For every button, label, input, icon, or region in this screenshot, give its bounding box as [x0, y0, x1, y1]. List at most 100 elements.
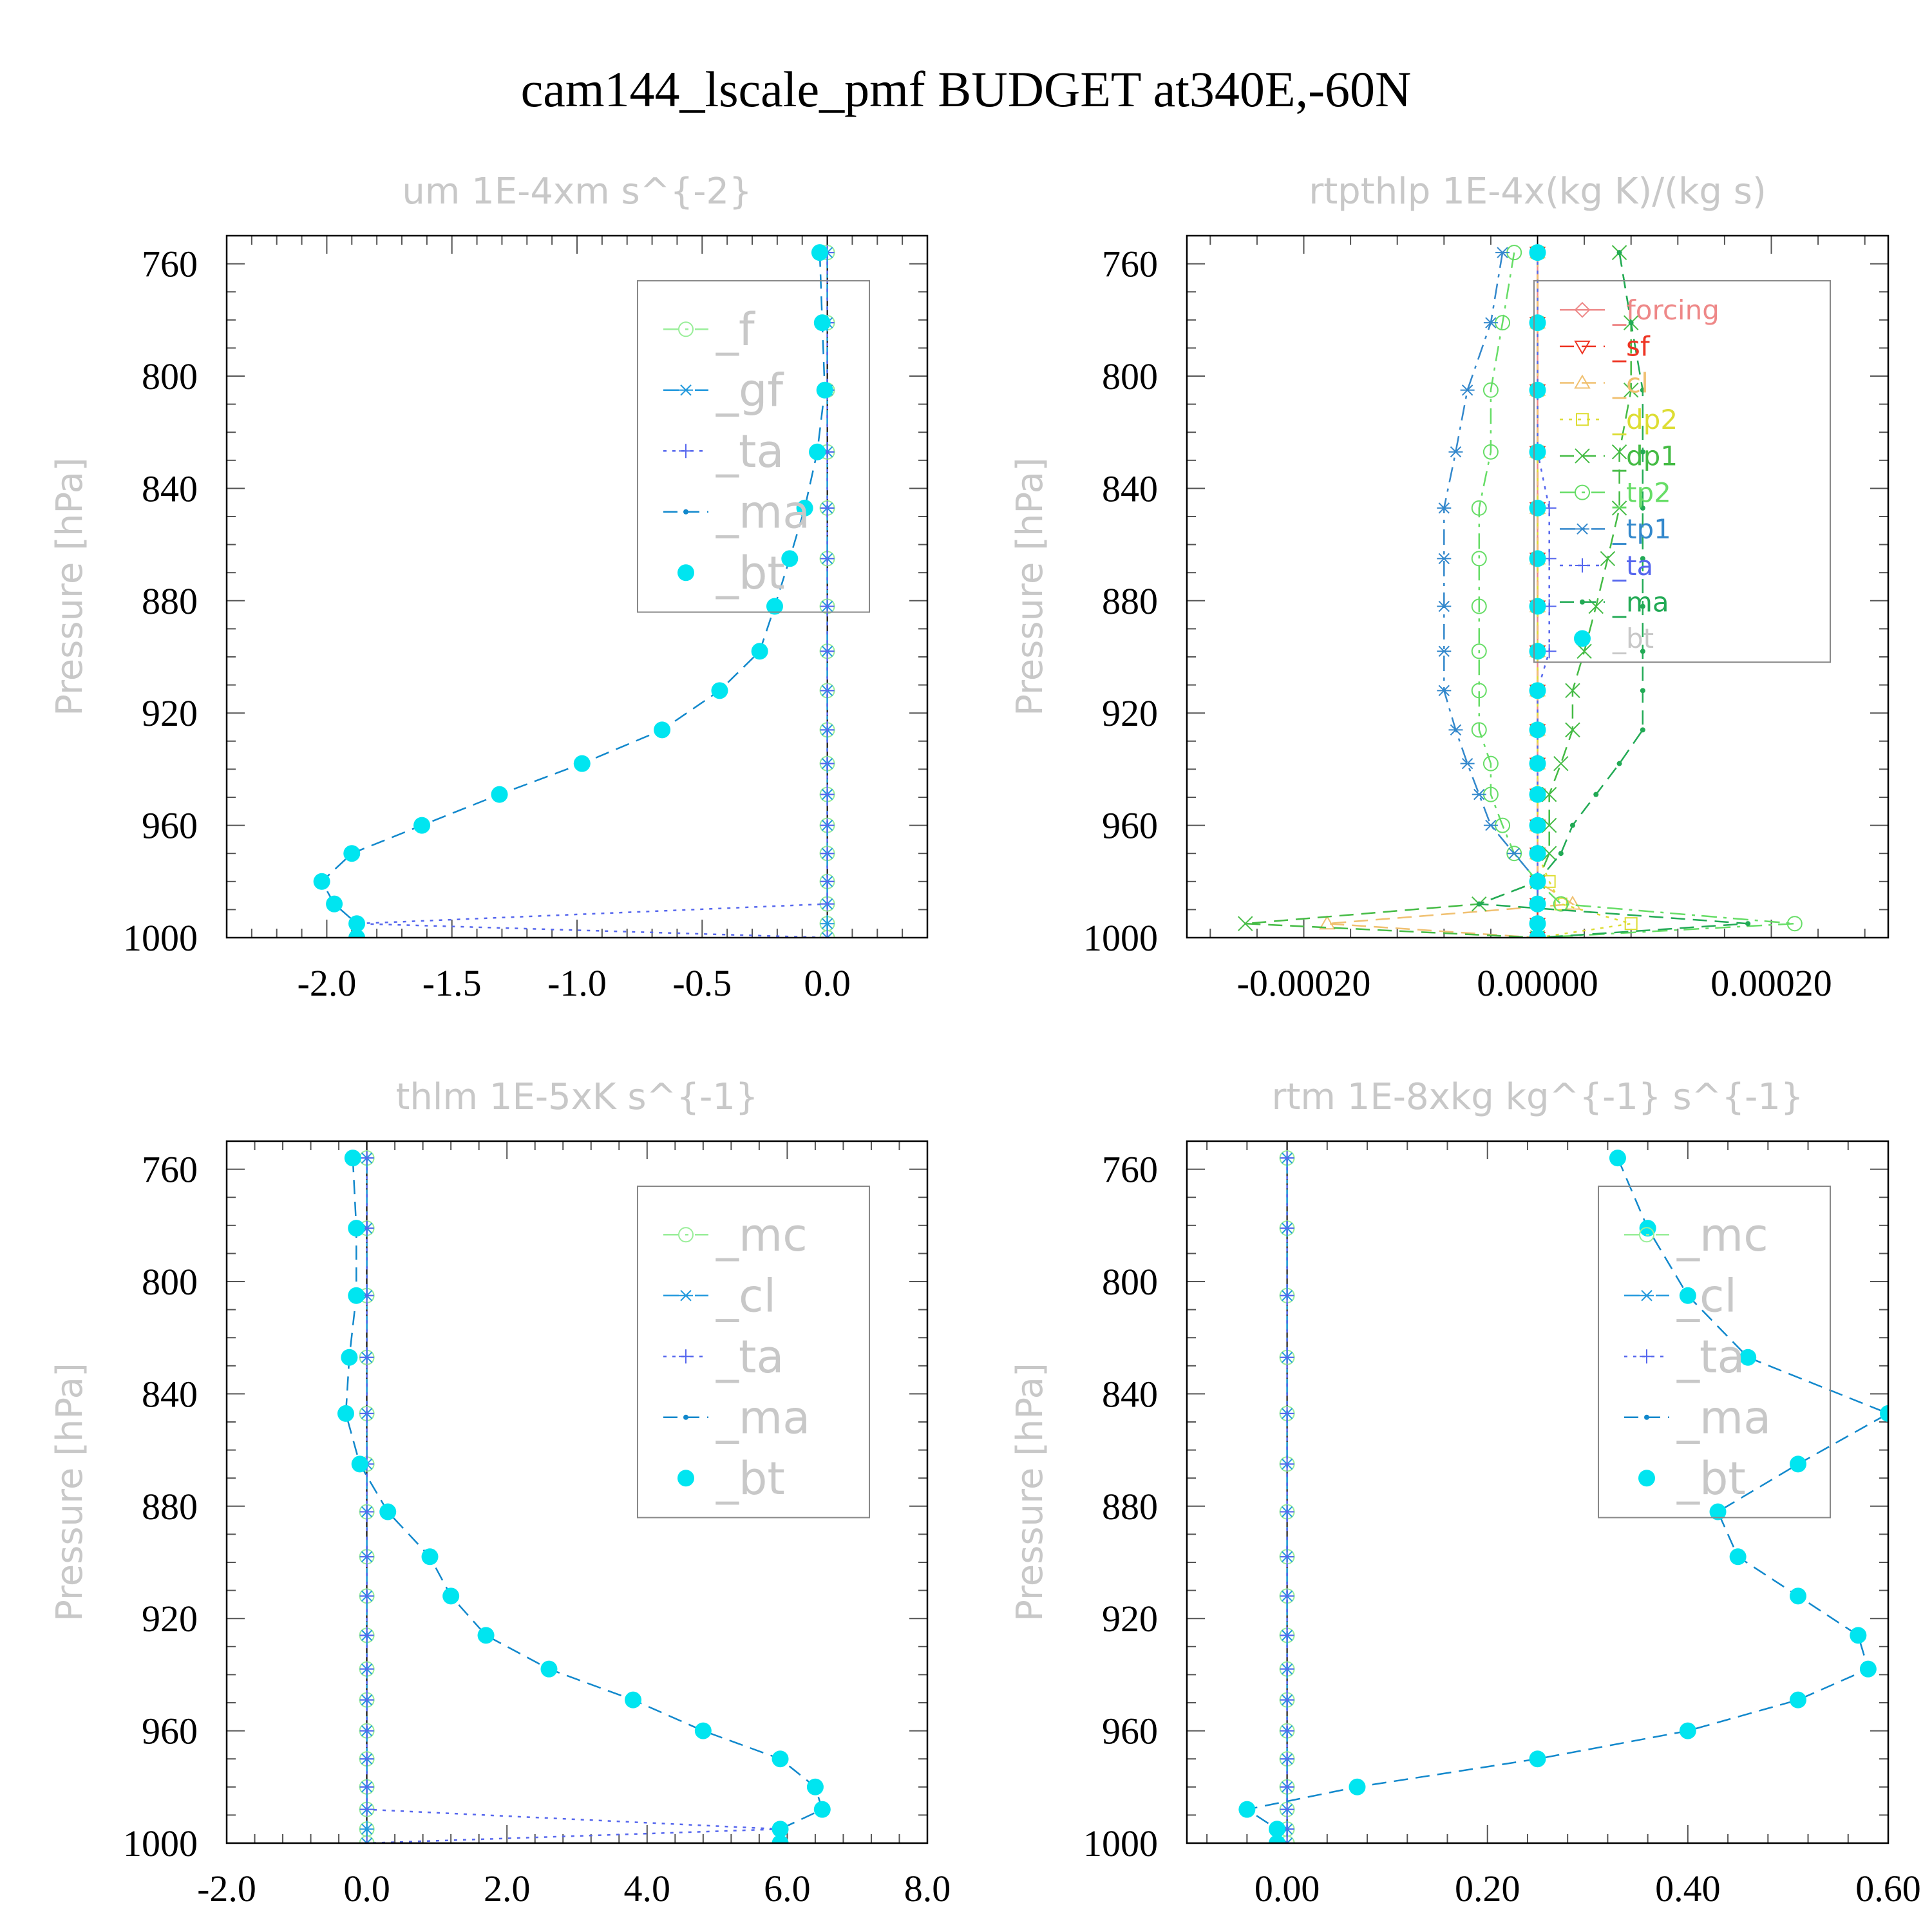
- legend-marker-ma: [1580, 599, 1585, 605]
- point-tp1: [1472, 788, 1486, 800]
- legend-label-cl: _cl: [1676, 1269, 1737, 1322]
- y-tick-label: 960: [142, 1710, 198, 1752]
- point-ma: [1640, 603, 1645, 609]
- point-bt: [811, 244, 828, 261]
- point-tp1: [1437, 685, 1452, 697]
- point-ma: [1558, 851, 1564, 857]
- point-bt: [694, 1722, 712, 1739]
- point-ma: [1616, 761, 1622, 766]
- point-bt: [1349, 1778, 1366, 1795]
- point-bt: [1529, 929, 1546, 938]
- point-ma: [1569, 822, 1575, 828]
- x-tick-label: 0.00: [1255, 1868, 1320, 1909]
- point-ta: [1280, 1406, 1294, 1421]
- point-bt: [313, 873, 330, 890]
- point-ta: [1280, 1151, 1294, 1166]
- plot-frame: [1186, 1140, 1889, 1844]
- point-gf: [820, 932, 835, 938]
- point-ta: [359, 1589, 374, 1604]
- x-tick-label: 0.0: [804, 962, 851, 1004]
- point-ta: [1280, 1288, 1294, 1303]
- point-ta: [1280, 1836, 1294, 1843]
- point-bt: [1269, 1821, 1286, 1838]
- series-group: [1238, 1150, 1888, 1843]
- legend-label-bt: _bt: [715, 1452, 785, 1505]
- point-bt: [1609, 1150, 1626, 1167]
- point-cl: [359, 1837, 374, 1843]
- point-bt: [1529, 895, 1546, 913]
- point-ta: [359, 1350, 374, 1365]
- point-ta: [820, 551, 835, 566]
- y-tick-label: 1000: [123, 1823, 198, 1864]
- point-ma: [1616, 250, 1622, 256]
- point-ta: [1280, 1589, 1294, 1604]
- point-ta: [359, 1752, 374, 1766]
- point-bt: [1529, 755, 1546, 772]
- point-ma: [1640, 688, 1645, 694]
- x-tick-label: 0.00020: [1710, 962, 1832, 1004]
- legend-label-dp1: _dp1: [1612, 440, 1678, 472]
- y-tick-label: 920: [1102, 692, 1158, 734]
- x-tick-label: -0.00020: [1237, 962, 1371, 1004]
- y-tick-label: 880: [142, 1486, 198, 1528]
- legend-label-ma: _ma: [715, 486, 810, 538]
- point-bt: [1529, 721, 1546, 739]
- legend-marker-tp1: [1575, 523, 1589, 535]
- point-tp1: [1483, 819, 1498, 831]
- legend-marker-bt: [1638, 1470, 1655, 1487]
- point-ta: [820, 683, 835, 698]
- x-tick-label: 0.20: [1455, 1868, 1520, 1909]
- point-ma: [1745, 921, 1751, 927]
- legend-label-ta: _ta: [1612, 550, 1653, 582]
- y-tick-label: 800: [142, 355, 198, 397]
- point-bt: [772, 1835, 789, 1843]
- point-dp2: [1624, 917, 1638, 931]
- y-tick-label: 920: [1102, 1598, 1158, 1640]
- point-ma: [1640, 649, 1645, 654]
- point-bt: [344, 1150, 361, 1167]
- point-bt: [806, 1778, 824, 1795]
- y-tick-label: 840: [1102, 468, 1158, 509]
- point-ta: [1280, 1752, 1294, 1766]
- point-bt: [326, 895, 343, 913]
- legend-label-dp2: _dp2: [1612, 404, 1678, 435]
- point-ta: [359, 1549, 374, 1564]
- point-tp2: [1471, 551, 1487, 567]
- point-ma: [1593, 791, 1599, 797]
- point-bt: [337, 1405, 354, 1422]
- point-bt: [1789, 1587, 1806, 1605]
- panel-thlm: thlm 1E-5xK s^{-1} Pressure [hPa] 760 800 84…: [49, 1076, 951, 1909]
- point-bt: [1789, 1455, 1806, 1473]
- point-tp1: [1460, 757, 1475, 770]
- legend-label-sf: _sf: [1612, 331, 1651, 363]
- y-tick-label: 880: [142, 580, 198, 622]
- point-bt: [772, 1750, 789, 1768]
- point-tp1: [1507, 848, 1522, 859]
- point-tp2: [1471, 683, 1487, 699]
- point-dp1: [1565, 683, 1580, 699]
- x-tick-label: -0.5: [672, 962, 732, 1004]
- point-ta: [359, 1662, 374, 1676]
- legend-label-tp2: _tp2: [1612, 477, 1671, 508]
- point-tp2: [1786, 916, 1803, 932]
- legend-label-ta: _ta: [715, 425, 784, 478]
- point-ta: [1280, 1350, 1294, 1365]
- point-ma: [1640, 556, 1645, 562]
- legend-marker-cl: [1574, 374, 1591, 389]
- y-axis-label: Pressure [hPa]: [49, 457, 91, 716]
- point-ta: [1280, 1802, 1294, 1817]
- legend-label-bt: _bt: [1612, 623, 1654, 654]
- panel-rtpthlp: rtpthlp 1E-4x(kg K)/(kg s) Pressure [hPa]…: [1009, 171, 1889, 1004]
- point-bt: [1880, 1405, 1888, 1422]
- y-tick-label: 880: [1102, 580, 1158, 622]
- point-ta: [1280, 1662, 1294, 1676]
- legend-marker-bt: [677, 564, 694, 582]
- y-tick-label: 760: [1102, 1149, 1158, 1191]
- point-bt: [766, 598, 783, 615]
- point-dp1: [1238, 916, 1253, 931]
- point-tp1: [1437, 553, 1452, 565]
- point-ta: [359, 1779, 374, 1794]
- point-bt: [1529, 786, 1546, 803]
- point-tp2: [1471, 598, 1487, 614]
- point-ta: [820, 756, 835, 771]
